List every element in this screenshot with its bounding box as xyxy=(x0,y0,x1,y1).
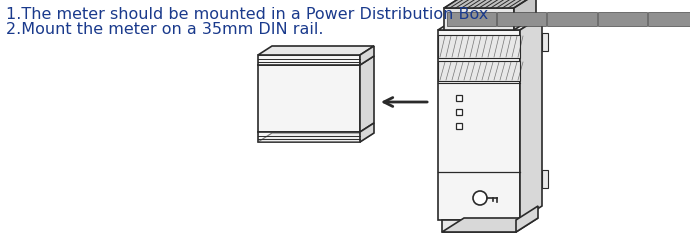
Bar xyxy=(456,109,462,115)
Polygon shape xyxy=(438,35,520,58)
Polygon shape xyxy=(514,0,536,30)
Circle shape xyxy=(473,191,487,205)
Polygon shape xyxy=(258,132,360,142)
Polygon shape xyxy=(360,56,374,132)
Bar xyxy=(598,12,647,26)
Polygon shape xyxy=(360,46,374,65)
Polygon shape xyxy=(442,218,538,232)
Text: 1.The meter should be mounted in a Power Distribution Box: 1.The meter should be mounted in a Power… xyxy=(6,7,489,22)
Polygon shape xyxy=(258,133,374,142)
Bar xyxy=(456,95,462,101)
Polygon shape xyxy=(542,170,548,188)
Text: 2.Mount the meter on a 35mm DIN rail.: 2.Mount the meter on a 35mm DIN rail. xyxy=(6,22,324,37)
Polygon shape xyxy=(444,8,514,30)
Polygon shape xyxy=(258,56,374,65)
Bar xyxy=(497,12,546,26)
Polygon shape xyxy=(258,46,374,55)
Polygon shape xyxy=(442,220,516,232)
Polygon shape xyxy=(258,55,360,65)
Bar xyxy=(456,123,462,129)
Polygon shape xyxy=(438,16,542,30)
Bar xyxy=(447,12,496,26)
Polygon shape xyxy=(360,123,374,142)
Polygon shape xyxy=(542,33,548,51)
Polygon shape xyxy=(438,30,520,220)
Bar xyxy=(648,12,690,26)
Polygon shape xyxy=(258,65,360,132)
Polygon shape xyxy=(520,16,542,220)
Polygon shape xyxy=(444,0,536,8)
Bar xyxy=(547,12,597,26)
Polygon shape xyxy=(438,61,520,81)
Polygon shape xyxy=(516,206,538,232)
